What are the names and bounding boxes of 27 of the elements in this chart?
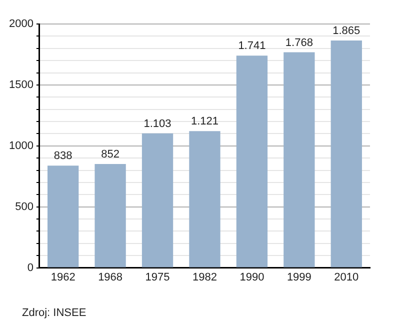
y-tick-label: 2000: [8, 18, 34, 30]
y-tick-label: 1000: [8, 140, 34, 152]
y-tick-label: 500: [15, 200, 34, 213]
bar: [284, 52, 315, 268]
data-label: 852: [101, 148, 120, 160]
data-label: 1.741: [238, 40, 266, 52]
bar: [236, 56, 268, 268]
x-tick-label: 1968: [98, 271, 123, 284]
y-tick-label: 1500: [8, 78, 34, 91]
x-tick-label: 1975: [145, 271, 170, 284]
data-label: 1.865: [332, 24, 360, 37]
data-label: 1.121: [190, 116, 218, 128]
data-label: 1.768: [285, 36, 313, 49]
bar: [48, 166, 79, 268]
bar: [142, 133, 174, 268]
x-tick-label: 2010: [334, 271, 359, 284]
x-tick-label: 1999: [286, 271, 312, 284]
data-label: 1.103: [144, 118, 172, 130]
x-tick-label: 1990: [240, 271, 264, 284]
text: Zdroj: INSEE: [22, 307, 86, 319]
bar: [189, 131, 220, 268]
x-tick-label: 1962: [50, 271, 76, 284]
data-label: 838: [54, 150, 72, 162]
bar: [94, 164, 126, 268]
bar: [330, 40, 362, 268]
x-tick-label: 1982: [192, 271, 217, 284]
y-tick-label: 0: [27, 262, 34, 274]
